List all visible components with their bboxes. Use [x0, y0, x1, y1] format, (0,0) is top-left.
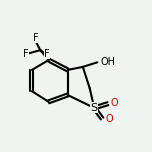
Text: F: F	[44, 48, 50, 59]
Text: OH: OH	[100, 57, 115, 67]
Text: S: S	[91, 103, 98, 113]
Text: O: O	[105, 114, 113, 124]
Text: F: F	[33, 33, 39, 43]
Text: F: F	[23, 48, 29, 59]
Text: O: O	[111, 98, 118, 108]
